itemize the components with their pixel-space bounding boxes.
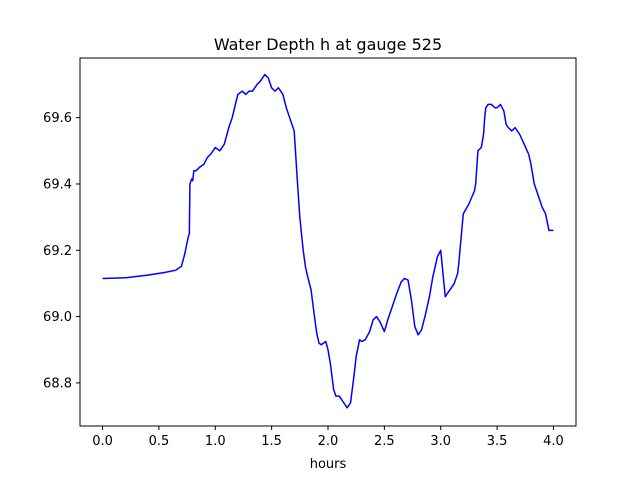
y-tick-label: 69.0 <box>43 310 72 325</box>
y-tick-label: 69.6 <box>43 111 72 126</box>
x-tick-label: 1.0 <box>205 434 226 449</box>
x-tick-label: 2.0 <box>318 434 339 449</box>
y-tick-label: 68.8 <box>43 376 72 391</box>
x-tick-label: 3.5 <box>487 434 508 449</box>
axis-ticks: 0.0 0.5 1.0 1.5 2.0 2.5 3.0 3.5 4.0 68.8 69.0 69.2 6… <box>43 111 564 449</box>
x-tick-label: 2.5 <box>374 434 395 449</box>
y-tick-label: 69.4 <box>43 177 72 192</box>
x-tick-label: 0.5 <box>149 434 170 449</box>
x-tick-label: 4.0 <box>543 434 564 449</box>
x-tick-label: 3.0 <box>430 434 451 449</box>
plot-area <box>102 73 554 409</box>
x-axis-label: hours <box>310 457 347 472</box>
x-tick-label: 1.5 <box>261 434 282 449</box>
y-tick-label: 69.2 <box>43 244 72 259</box>
series-line-0 <box>102 73 554 409</box>
chart-title: Water Depth h at gauge 525 <box>214 35 442 54</box>
x-tick-label: 0.0 <box>92 434 113 449</box>
